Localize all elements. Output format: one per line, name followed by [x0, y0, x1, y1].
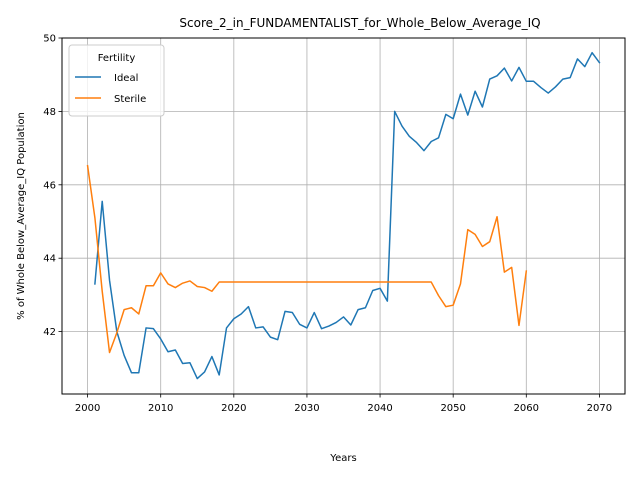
plot-frame: [61, 37, 626, 395]
y-tick-label: 46: [43, 180, 56, 191]
y-tick-label: 48: [43, 107, 56, 118]
y-tick-label: 44: [43, 254, 56, 265]
x-axis-label: Years: [329, 453, 356, 464]
legend-title: Fertility: [98, 53, 136, 64]
x-tick-label: 2020: [221, 403, 246, 414]
x-axis: 2000 2010 2020 2030 2040 2050 2060 2070: [75, 394, 612, 414]
series-layer: [86, 51, 601, 380]
x-tick-label: 2040: [367, 403, 392, 414]
x-tick-label: 2030: [294, 403, 319, 414]
y-tick-label: 42: [43, 327, 56, 338]
x-tick-label: 2060: [514, 403, 539, 414]
x-tick-label: 2050: [440, 403, 465, 414]
y-axis: 42 44 46 48 50: [43, 34, 62, 338]
y-axis-label: % of Whole Below_Average_IQ Population: [16, 112, 27, 320]
series-line-ideal: [94, 51, 601, 380]
legend: Fertility Ideal Sterile: [68, 44, 165, 117]
x-tick-label: 2010: [148, 403, 173, 414]
x-tick-label: 2070: [587, 403, 612, 414]
series-line-sterile: [86, 164, 528, 354]
x-tick-label: 2000: [75, 403, 100, 414]
legend-label-ideal: Ideal: [114, 73, 138, 84]
y-tick-label: 50: [43, 34, 56, 45]
chart-title: Score_2_in_FUNDAMENTALIST_for_Whole_Belo…: [179, 16, 540, 30]
legend-label-sterile: Sterile: [114, 94, 146, 105]
